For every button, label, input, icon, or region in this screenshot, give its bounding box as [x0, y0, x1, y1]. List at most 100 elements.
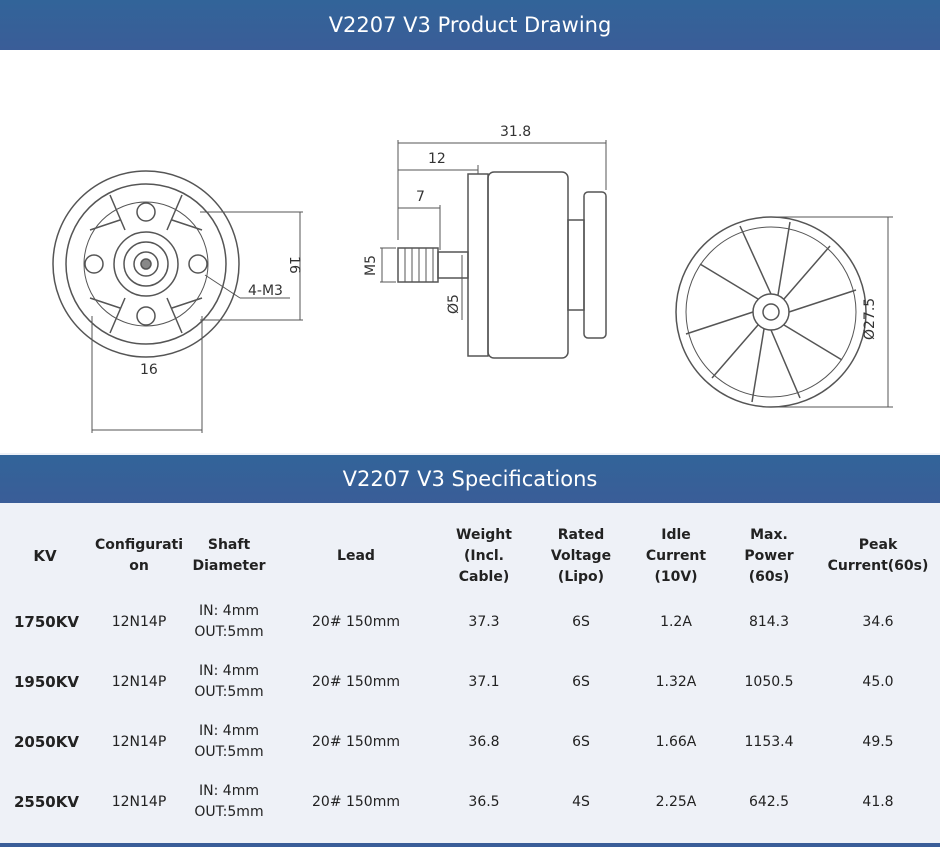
dim-total-length: 31.8: [500, 124, 531, 140]
cell-peak: 34.6: [822, 612, 934, 633]
column-header-line: Voltage: [550, 547, 612, 564]
cell-config-text: 12N14P: [111, 733, 167, 750]
cell-shaft_in: IN: 4mm OUT:5mm: [188, 721, 270, 763]
cell-weight: 36.5: [442, 792, 526, 813]
cell-config-text: 12N14P: [111, 613, 167, 630]
dim-thread-length: 7: [416, 189, 425, 205]
cell-kv: 2050KV: [0, 732, 90, 753]
cell-kv-text: 2050KV: [14, 732, 79, 751]
cell-peak-text: 34.6: [862, 613, 894, 630]
cell-lead: 20# 150mm: [270, 612, 442, 633]
cell-shaft_in: IN: 4mm OUT:5mm: [188, 661, 270, 703]
column-header-line: (60s): [748, 568, 790, 585]
column-header-line: Diameter: [192, 558, 266, 574]
cell-voltage-text: 6S: [572, 613, 590, 630]
column-header-line: Power: [744, 547, 794, 564]
cell-weight: 37.1: [442, 672, 526, 693]
side-dimensions: [380, 140, 607, 320]
table-header: KV Configurati on Shaft Diameter Lead Weight (I…: [0, 520, 940, 592]
cell-shaft_out-text: OUT:5mm: [194, 624, 264, 640]
cell-shaft_in: IN: 4mm OUT:5mm: [188, 781, 270, 823]
cell-idle-text: 1.66A: [655, 733, 697, 750]
cell-idle: 1.32A: [636, 672, 716, 693]
cell-shaft_out-text: OUT:5mm: [194, 684, 264, 700]
column-header: Shaft Diameter: [188, 535, 270, 577]
column-header-line: Idle: [661, 526, 691, 543]
table-row: 2050KV 12N14P IN: 4mm OUT:5mm 20# 150mm 36.8 6…: [0, 720, 940, 764]
cell-peak: 49.5: [822, 732, 934, 753]
cell-power: 642.5: [716, 792, 822, 813]
cell-shaft_in: IN: 4mm OUT:5mm: [188, 601, 270, 643]
column-header: Peak Current(60s): [822, 535, 934, 577]
cell-kv-text: 1950KV: [14, 672, 79, 691]
column-header: Rated Voltage (Lipo): [526, 525, 636, 588]
cell-voltage-text: 6S: [572, 733, 590, 750]
motor-side-view: [397, 171, 607, 359]
column-header-line: (Lipo): [557, 568, 605, 585]
cell-idle: 1.66A: [636, 732, 716, 753]
column-header-line: Configurati: [94, 537, 184, 553]
cell-shaft_out-text: OUT:5mm: [194, 804, 264, 820]
cell-peak-text: 41.8: [862, 793, 894, 810]
cell-power: 814.3: [716, 612, 822, 633]
column-header: KV: [0, 546, 90, 567]
cell-weight: 37.3: [442, 612, 526, 633]
cell-idle: 1.2A: [636, 612, 716, 633]
cell-shaft_out-text: OUT:5mm: [194, 744, 264, 760]
cell-power: 1050.5: [716, 672, 822, 693]
column-header-line: on: [129, 558, 149, 574]
cell-idle: 2.25A: [636, 792, 716, 813]
cell-idle-text: 1.2A: [660, 613, 692, 630]
cell-lead: 20# 150mm: [270, 732, 442, 753]
cell-lead-text: 20# 150mm: [312, 733, 400, 750]
cell-weight: 36.8: [442, 732, 526, 753]
table-row: 1750KV 12N14P IN: 4mm OUT:5mm 20# 150mm 37.3 6…: [0, 600, 940, 644]
cell-config: 12N14P: [90, 672, 188, 693]
cell-config-text: 12N14P: [111, 673, 167, 690]
motor-bell-view: [675, 216, 867, 408]
column-header-line: Rated: [557, 526, 605, 543]
table-row: 1950KV 12N14P IN: 4mm OUT:5mm 20# 150mm 37.1 6…: [0, 660, 940, 704]
cell-config-text: 12N14P: [111, 793, 167, 810]
cell-idle-text: 2.25A: [655, 793, 697, 810]
cell-shaft_in-text: IN: 4mm: [199, 663, 259, 679]
cell-power-text: 1153.4: [744, 733, 794, 750]
cell-lead: 20# 150mm: [270, 792, 442, 813]
cell-power: 1153.4: [716, 732, 822, 753]
cell-config: 12N14P: [90, 732, 188, 753]
column-header: Idle Current (10V): [636, 525, 716, 588]
cell-peak: 45.0: [822, 672, 934, 693]
cell-config: 12N14P: [90, 792, 188, 813]
cell-voltage-text: 6S: [572, 673, 590, 690]
cell-weight-text: 37.1: [468, 673, 500, 690]
column-header-line: Current: [645, 547, 707, 564]
cell-kv-text: 2550KV: [14, 792, 79, 811]
cell-kv-text: 1750KV: [14, 612, 79, 631]
column-header: Max. Power (60s): [716, 525, 822, 588]
product-drawing: 16 16 4-M3 31.8 12 7 M5 Ø5 Ø27.5: [0, 50, 940, 453]
table-row: 2550KV 12N14P IN: 4mm OUT:5mm 20# 150mm 36.5 4…: [0, 780, 940, 824]
cell-peak-text: 49.5: [862, 733, 894, 750]
dim-screw: 4-M3: [248, 283, 283, 299]
column-header-line: Shaft: [207, 537, 251, 553]
cell-power-text: 814.3: [748, 613, 790, 630]
column-header: Weight (Incl. Cable): [442, 525, 526, 588]
cell-weight-text: 36.8: [468, 733, 500, 750]
cell-weight-text: 36.5: [468, 793, 500, 810]
column-header-line: Peak: [858, 537, 898, 553]
column-header-line: Weight: [456, 526, 512, 543]
cell-config: 12N14P: [90, 612, 188, 633]
cell-kv: 1950KV: [0, 672, 90, 693]
column-header-line: Lead: [337, 547, 375, 564]
cell-shaft_in-text: IN: 4mm: [199, 603, 259, 619]
cell-peak-text: 45.0: [862, 673, 894, 690]
dim-shaft-length: 12: [428, 151, 446, 167]
column-header-line: Max.: [750, 526, 788, 543]
cell-voltage: 6S: [526, 612, 636, 633]
dim-front-height: 16: [286, 256, 302, 274]
column-header-line: Cable): [458, 568, 510, 585]
dim-front-width: 16: [140, 362, 158, 378]
dim-shaft-dia: Ø5: [446, 294, 462, 314]
cell-idle-text: 1.32A: [655, 673, 697, 690]
cell-voltage: 4S: [526, 792, 636, 813]
